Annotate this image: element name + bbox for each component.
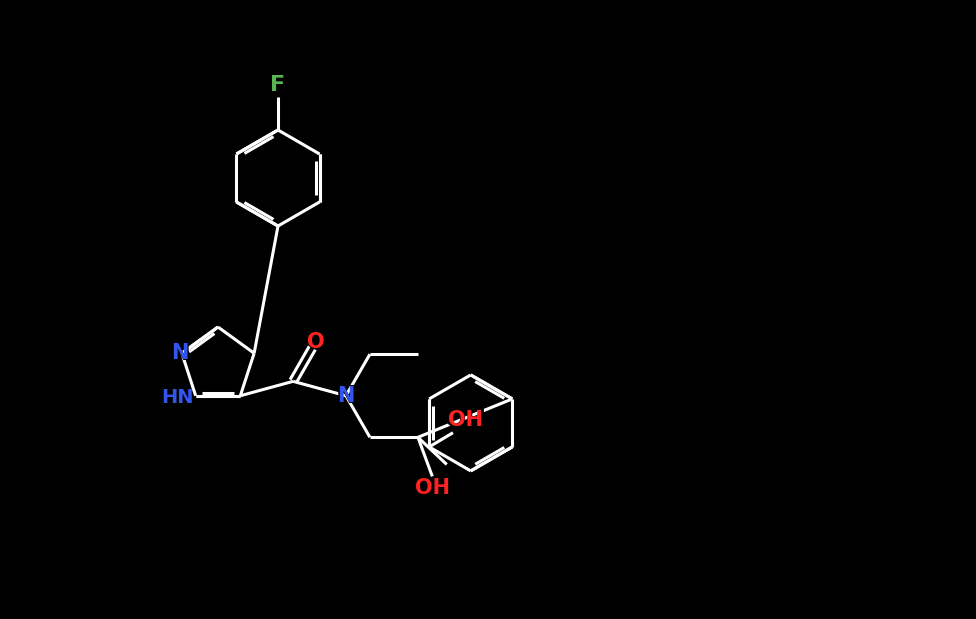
- Text: HN: HN: [154, 386, 193, 410]
- Text: F: F: [270, 75, 286, 95]
- Text: OH: OH: [415, 478, 450, 498]
- Text: N: N: [171, 344, 188, 363]
- Text: OH: OH: [411, 477, 454, 500]
- Text: N: N: [336, 384, 356, 408]
- Text: OH: OH: [448, 410, 483, 430]
- Text: OH: OH: [445, 408, 487, 431]
- Text: N: N: [338, 386, 354, 405]
- Text: HN: HN: [161, 388, 193, 407]
- Text: F: F: [269, 72, 287, 98]
- Text: N: N: [170, 341, 190, 365]
- Text: O: O: [305, 330, 327, 353]
- Text: O: O: [307, 332, 325, 352]
